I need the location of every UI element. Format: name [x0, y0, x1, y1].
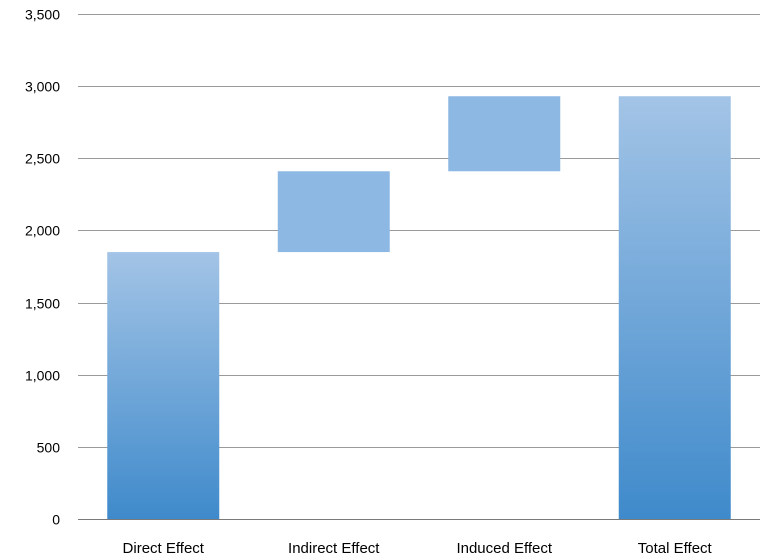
bar-total-effect	[618, 96, 731, 519]
y-tick-label: 2,000	[25, 223, 60, 239]
x-category-label: Total Effect	[638, 540, 713, 557]
y-tick-label: 3,000	[25, 79, 60, 95]
y-tick-label: 500	[37, 440, 61, 456]
y-tick-label: 0	[52, 512, 60, 528]
x-axis-category-labels: Direct Effect Indirect Effect Induced Effe…	[123, 540, 713, 557]
x-category-label: Direct Effect	[123, 540, 205, 557]
x-category-label: Induced Effect	[456, 540, 552, 557]
bar-indirect-effect	[277, 171, 390, 253]
y-tick-label: 3,500	[25, 7, 60, 23]
y-axis-tick-labels: 0 500 1,000 1,500 2,000 2,500 3,000 3,500	[25, 7, 60, 528]
y-tick-label: 1,000	[25, 368, 60, 384]
bar-induced-effect	[448, 96, 561, 172]
bars	[107, 96, 731, 520]
x-category-label: Indirect Effect	[288, 540, 380, 557]
y-tick-label: 2,500	[25, 151, 60, 167]
y-tick-label: 1,500	[25, 296, 60, 312]
bar-direct-effect	[107, 252, 220, 520]
